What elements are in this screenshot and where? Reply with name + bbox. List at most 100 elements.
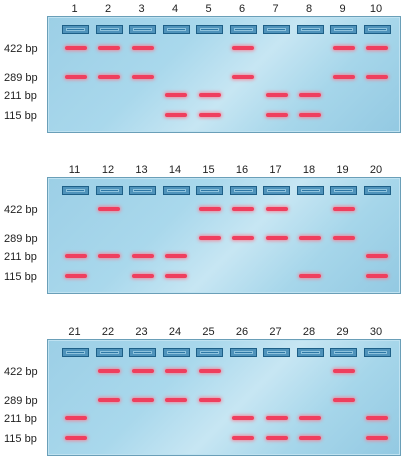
dna-band [165, 398, 187, 402]
dna-band [332, 369, 355, 373]
lane-number: 3 [138, 3, 145, 15]
lane-number: 28 [302, 326, 316, 338]
size-label: 289 bp [4, 72, 38, 84]
well [162, 348, 190, 357]
size-label: 211 bp [4, 251, 37, 263]
dna-band [232, 75, 254, 79]
dna-band [131, 75, 154, 79]
dna-band [98, 75, 120, 79]
well [95, 348, 123, 357]
lane-number: 1 [71, 3, 78, 15]
size-label: 115 bp [4, 110, 37, 122]
dna-band [232, 46, 254, 50]
lane-number: 26 [235, 326, 249, 338]
well [129, 25, 156, 34]
dna-band [131, 46, 154, 50]
dna-band [131, 398, 154, 402]
lane-number: 13 [135, 164, 148, 176]
lane-number: 15 [202, 164, 215, 176]
gel-panel [47, 339, 401, 456]
lane-number: 10 [369, 3, 383, 15]
dna-band [332, 207, 355, 211]
well [196, 186, 223, 195]
well [363, 348, 391, 357]
dna-band [366, 436, 388, 440]
well [162, 186, 190, 195]
well [62, 348, 89, 357]
dna-band [165, 369, 187, 373]
dna-band [366, 254, 388, 258]
size-label: 289 bp [4, 395, 38, 407]
well [330, 25, 357, 34]
lane-number: 9 [339, 3, 346, 15]
lane-number: 22 [101, 326, 115, 338]
size-label: 289 bp [4, 233, 38, 245]
lane-number: 17 [269, 164, 282, 176]
lane-number: 12 [101, 164, 115, 176]
dna-band [64, 274, 87, 278]
dna-band [332, 75, 355, 79]
lane-number: 23 [135, 326, 148, 338]
dna-band [98, 254, 120, 258]
dna-band [366, 274, 388, 278]
dna-band [198, 369, 221, 373]
lane-number: 30 [369, 326, 383, 338]
dna-band [64, 254, 87, 258]
well [196, 25, 223, 34]
dna-band [98, 46, 120, 50]
lane-number: 24 [168, 326, 182, 338]
dna-band [265, 436, 288, 440]
dna-band [198, 398, 221, 402]
well [263, 348, 290, 357]
lane-number: 27 [269, 326, 282, 338]
lane-number: 20 [369, 164, 383, 176]
well [363, 186, 391, 195]
dna-band [332, 398, 355, 402]
dna-band [131, 274, 154, 278]
lane-number: 4 [171, 3, 179, 15]
dna-band [232, 436, 254, 440]
gel-panel [47, 177, 401, 294]
well [229, 348, 257, 357]
well [129, 186, 156, 195]
well [196, 348, 223, 357]
lane-number: 18 [302, 164, 316, 176]
lane-number: 7 [272, 3, 279, 15]
gel-panel [47, 16, 401, 133]
lane-number: 16 [235, 164, 249, 176]
dna-band [232, 416, 254, 420]
dna-band [299, 436, 321, 440]
size-label: 422 bp [4, 43, 38, 55]
dna-band [64, 436, 87, 440]
dna-band [265, 236, 288, 240]
size-label: 115 bp [4, 433, 37, 445]
dna-band [265, 207, 288, 211]
dna-band [64, 46, 87, 50]
dna-band [299, 416, 321, 420]
size-label: 422 bp [4, 366, 38, 378]
dna-band [131, 254, 154, 258]
well [330, 348, 357, 357]
dna-band [64, 75, 87, 79]
size-label: 211 bp [4, 90, 37, 102]
lane-number: 8 [305, 3, 313, 15]
size-label: 422 bp [4, 204, 38, 216]
size-label: 115 bp [4, 271, 37, 283]
dna-band [232, 236, 254, 240]
dna-band [265, 93, 288, 97]
dna-band [366, 416, 388, 420]
dna-band [165, 93, 187, 97]
lane-number: 6 [238, 3, 246, 15]
well [296, 186, 324, 195]
well [263, 186, 290, 195]
lane-number: 21 [68, 326, 81, 338]
lane-number: 25 [202, 326, 215, 338]
dna-band [332, 46, 355, 50]
lane-number: 29 [336, 326, 349, 338]
dna-band [366, 46, 388, 50]
dna-band [165, 274, 187, 278]
well [263, 25, 290, 34]
dna-band [198, 93, 221, 97]
well [296, 25, 324, 34]
dna-band [165, 113, 187, 117]
